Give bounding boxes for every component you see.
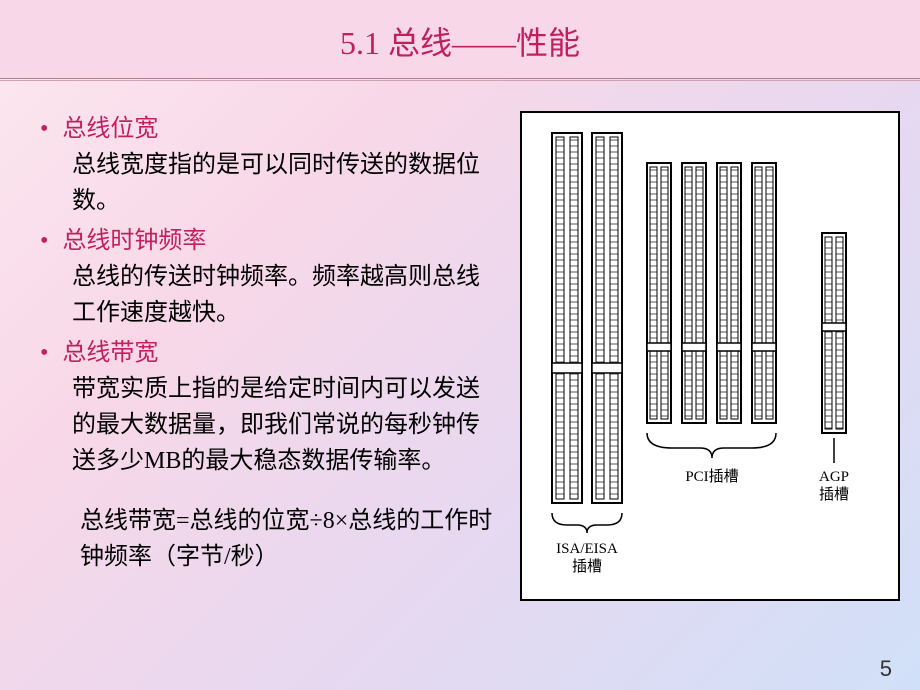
bullet-dot-icon: • [40,111,48,147]
agp-sublabel: 插槽 [819,486,849,503]
bullet-3: • 总线带宽 带宽实质上指的是给定时间内可以发送的最大数据量，即我们常说的每秒钟… [40,335,500,479]
pci-brace [647,433,776,458]
pci-slot-2 [682,163,706,423]
bullet-3-title: 总线带宽 [62,335,158,371]
diagram-column: ISA/EISA 插槽 PCI插槽 AGP 插槽 [500,111,900,601]
agp-label: AGP [819,469,849,485]
slot-diagram: ISA/EISA 插槽 PCI插槽 AGP 插槽 [520,111,900,601]
agp-slot [822,233,846,433]
pci-slot-4 [752,163,776,423]
page-number: 5 [880,656,892,682]
content-area: • 总线位宽 总线宽度指的是可以同时传送的数据位数。 • 总线时钟频率 总线的传… [0,81,920,611]
isa-slot-1 [552,133,582,503]
bullet-1-title: 总线位宽 [62,111,158,147]
isa-sublabel: 插槽 [572,558,602,575]
bullet-1-body: 总线宽度指的是可以同时传送的数据位数。 [72,147,500,219]
formula-text: 总线带宽=总线的位宽÷8×总线的工作时钟频率（字节/秒） [80,503,500,575]
bullet-2-title: 总线时钟频率 [62,223,206,259]
slots-svg: ISA/EISA 插槽 PCI插槽 AGP 插槽 [522,113,898,599]
bullet-dot-icon: • [40,223,48,259]
pci-slot-3 [717,163,741,423]
pci-slot-1 [647,163,671,423]
bullet-3-body: 带宽实质上指的是给定时间内可以发送的最大数据量，即我们常说的每秒钟传送多少MB的… [72,371,500,479]
isa-brace [552,513,622,533]
text-column: • 总线位宽 总线宽度指的是可以同时传送的数据位数。 • 总线时钟频率 总线的传… [40,111,500,601]
bullet-1: • 总线位宽 总线宽度指的是可以同时传送的数据位数。 [40,111,500,219]
bullet-dot-icon: • [40,335,48,371]
slide-title: 5.1 总线——性能 [0,18,920,64]
isa-slot-2 [592,133,622,503]
bullet-2-body: 总线的传送时钟频率。频率越高则总线工作速度越快。 [72,259,500,331]
isa-label: ISA/EISA [556,541,618,557]
pci-label: PCI插槽 [685,468,738,485]
title-bar: 5.1 总线——性能 [0,0,920,79]
bullet-2: • 总线时钟频率 总线的传送时钟频率。频率越高则总线工作速度越快。 [40,223,500,331]
